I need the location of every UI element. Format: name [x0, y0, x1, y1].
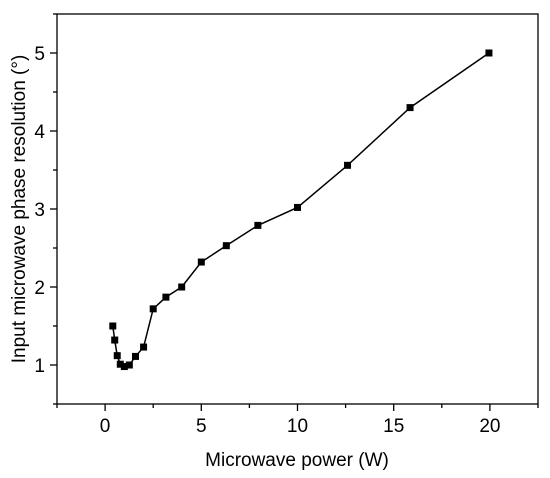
x-tick-label: 20: [479, 416, 500, 437]
data-point: [113, 352, 121, 360]
data-point: [344, 161, 352, 169]
data-point: [485, 49, 493, 57]
x-tick-label: 15: [383, 416, 404, 437]
data-point: [109, 322, 117, 330]
series-point-group: [109, 49, 493, 371]
data-point: [178, 283, 186, 291]
x-tick-label: 5: [196, 416, 207, 437]
y-axis-ticks: 1 2 3 4 5: [34, 13, 57, 405]
data-point: [120, 363, 128, 371]
data-point: [131, 352, 139, 360]
data-point: [111, 336, 119, 344]
data-point: [125, 361, 133, 369]
y-tick-label: 3: [34, 200, 45, 221]
data-point: [149, 305, 157, 313]
data-point: [197, 258, 205, 266]
x-axis-label: Microwave power (W): [205, 450, 389, 471]
y-axis-label: Input microwave phase resolution (°): [9, 55, 30, 364]
x-axis-ticks: 0 5 10 15 20: [56, 404, 539, 437]
data-point: [162, 293, 170, 301]
x-tick-label: 0: [100, 416, 111, 437]
data-point: [140, 343, 148, 351]
y-tick-label: 1: [34, 356, 45, 377]
data-point: [116, 360, 124, 368]
data-point: [254, 221, 262, 229]
y-tick-label: 5: [34, 44, 45, 65]
x-tick-label: 10: [287, 416, 308, 437]
data-point: [294, 203, 301, 211]
data-point: [222, 242, 230, 250]
data-point: [406, 104, 414, 112]
y-tick-label: 4: [34, 122, 45, 143]
y-tick-label: 2: [34, 278, 45, 299]
